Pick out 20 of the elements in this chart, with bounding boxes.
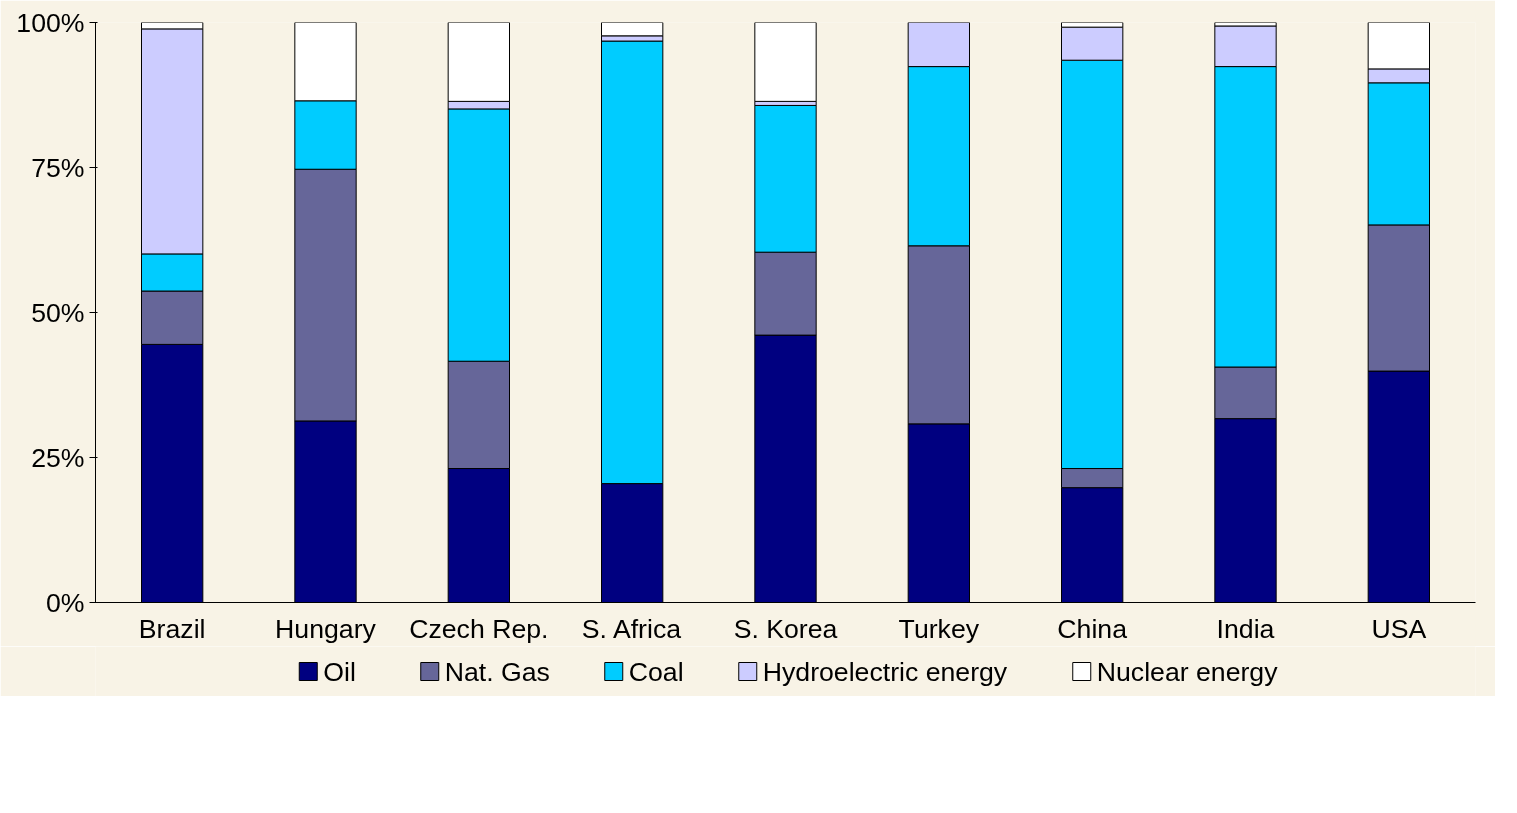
x-tick-label: S. Korea: [733, 613, 838, 644]
legend-label: Coal: [628, 656, 684, 687]
y-tick-label: 25%: [31, 442, 85, 473]
x-tick-label: Turkey: [898, 613, 980, 644]
legend-label: Oil: [323, 656, 356, 687]
legend-label: Nat. Gas: [444, 656, 550, 687]
y-tick-label: 75%: [31, 152, 85, 183]
x-tick-label: India: [1216, 613, 1275, 644]
x-tick-label: S. Africa: [581, 613, 682, 644]
x-tick-label: Brazil: [138, 613, 206, 644]
legend-label: Nuclear energy: [1096, 656, 1279, 687]
y-tick-label: 0%: [45, 587, 85, 618]
legend-label: Hydroelectric energy: [762, 656, 1008, 687]
x-tick-label: USA: [1371, 613, 1427, 644]
bar: [754, 22, 817, 102]
y-tick-label: 100%: [16, 7, 85, 38]
y-tick-label: 50%: [31, 297, 85, 328]
x-tick-label: Czech Rep.: [409, 613, 549, 644]
x-tick-label: China: [1057, 613, 1128, 644]
x-tick-label: Hungary: [275, 613, 377, 644]
